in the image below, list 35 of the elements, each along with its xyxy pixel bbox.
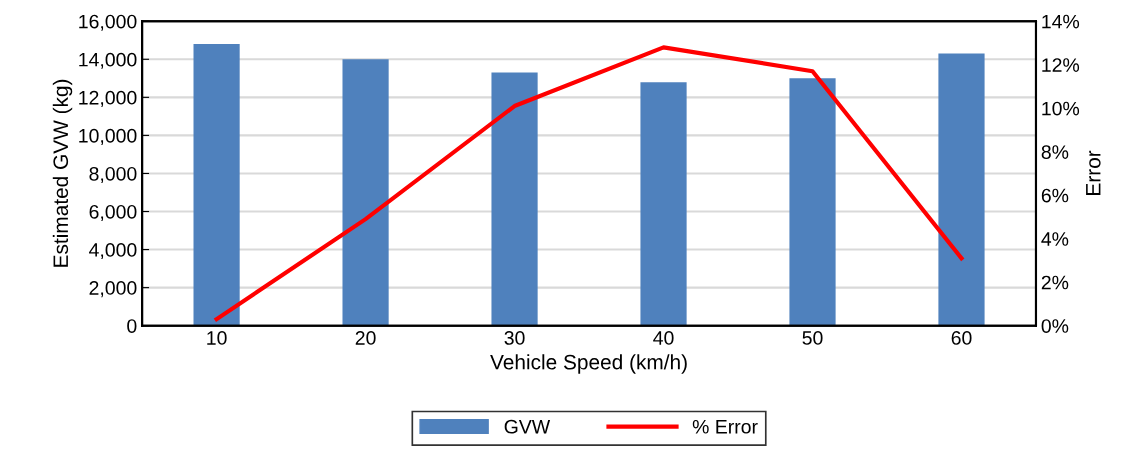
y-tick-label: 4,000 xyxy=(89,243,137,260)
y2-tick-label: 2% xyxy=(1041,275,1069,290)
x-tick-label: 60 xyxy=(951,331,972,345)
legend-label: % Error xyxy=(692,419,758,434)
y2-tick-label: 4% xyxy=(1041,232,1069,246)
y-axis-title: Estimated GVW (kg) xyxy=(52,79,73,267)
bar xyxy=(938,53,985,326)
x-tick-label: 40 xyxy=(653,331,674,345)
y2-tick-label: 10% xyxy=(1042,101,1080,116)
y2-tick-label: 8% xyxy=(1041,145,1069,159)
y2-tick-label: 12% xyxy=(1042,58,1080,72)
y-tick-label: 8,000 xyxy=(89,166,137,183)
y2-tick-label: 6% xyxy=(1041,188,1069,203)
x-tick-label: 20 xyxy=(355,331,376,345)
y2-axis-title: Error xyxy=(1086,150,1101,195)
y-tick-label: 12,000 xyxy=(79,90,137,107)
legend-label: GVW xyxy=(504,419,551,434)
x-tick-label: 10 xyxy=(207,331,227,345)
y-tick-label: 16,000 xyxy=(79,14,137,31)
x-tick-label: 50 xyxy=(802,331,823,345)
bar xyxy=(342,59,389,326)
x-tick-label: 30 xyxy=(504,331,525,345)
y-tick-label: 2,000 xyxy=(89,281,137,298)
y-tick-label: 14,000 xyxy=(79,52,137,69)
y2-tick-label: 0% xyxy=(1041,319,1069,333)
y-tick-label: 0 xyxy=(127,319,137,333)
bar xyxy=(193,44,240,326)
y2-tick-label: 14% xyxy=(1042,14,1080,29)
bar xyxy=(640,82,687,326)
x-axis-title: Vehicle Speed (km/h) xyxy=(490,354,687,374)
y-tick-label: 6,000 xyxy=(89,204,137,222)
bar xyxy=(789,78,836,326)
y-tick-label: 10,000 xyxy=(79,128,137,145)
bar xyxy=(491,72,538,326)
line-series xyxy=(214,45,964,322)
